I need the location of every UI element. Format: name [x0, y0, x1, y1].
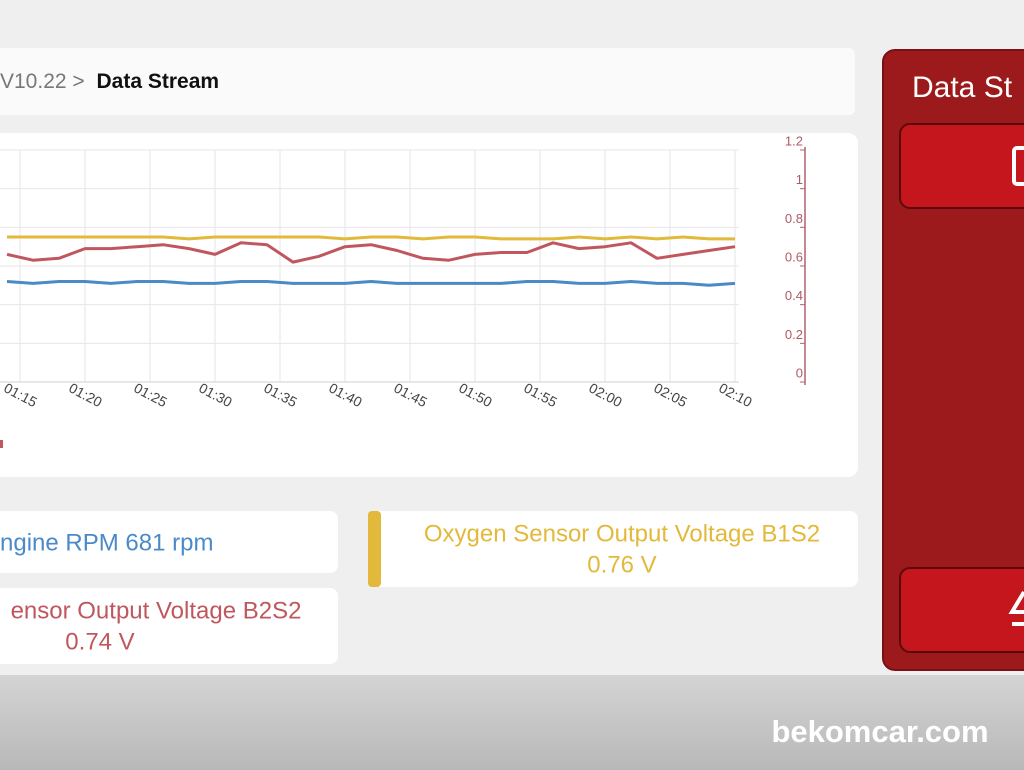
button-icon [1008, 590, 1024, 626]
panel-button[interactable] [899, 567, 1024, 653]
breadcrumb: V10.22 > Data Stream [0, 70, 219, 93]
rpm-card[interactable] [0, 511, 338, 573]
y2-tick-label: 0.2 [785, 327, 803, 342]
breadcrumb-path[interactable]: V10.22 > [0, 70, 85, 93]
series-line [7, 235, 735, 241]
o2-b2s2-label: ensor Output Voltage B2S2 [11, 597, 302, 624]
o2-b1s2-value: 0.76 V [587, 551, 656, 578]
o2-b1s2-label: Oxygen Sensor Output Voltage B1S2 [424, 520, 820, 547]
breadcrumb-bar [0, 48, 855, 115]
y2-tick-label: 1 [796, 172, 803, 187]
o2-b1s2-card[interactable] [368, 511, 858, 587]
series-line [6, 280, 736, 287]
breadcrumb-current: Data Stream [97, 70, 220, 93]
panel-button[interactable] [899, 123, 1024, 209]
o2-b2s2-value: 0.74 V [65, 628, 134, 655]
bottom-band [0, 675, 1024, 770]
y2-tick-label: 0.6 [785, 249, 803, 264]
y2-tick-label: 0.4 [785, 288, 803, 303]
series-line [6, 241, 736, 264]
card-accent [368, 511, 381, 587]
legend-fragment [0, 440, 3, 448]
watermark: bekomcar.com [771, 714, 988, 749]
rpm-text: ngine RPM 681 rpm [0, 529, 213, 556]
y2-tick-label: 1.2 [785, 133, 803, 148]
y2-tick-label: 0.8 [785, 211, 803, 226]
y2-tick-label: 0 [796, 365, 803, 380]
panel-title: Data St [912, 71, 1013, 104]
o2-b2s2-card[interactable] [0, 588, 338, 664]
button-icon [1012, 146, 1024, 186]
